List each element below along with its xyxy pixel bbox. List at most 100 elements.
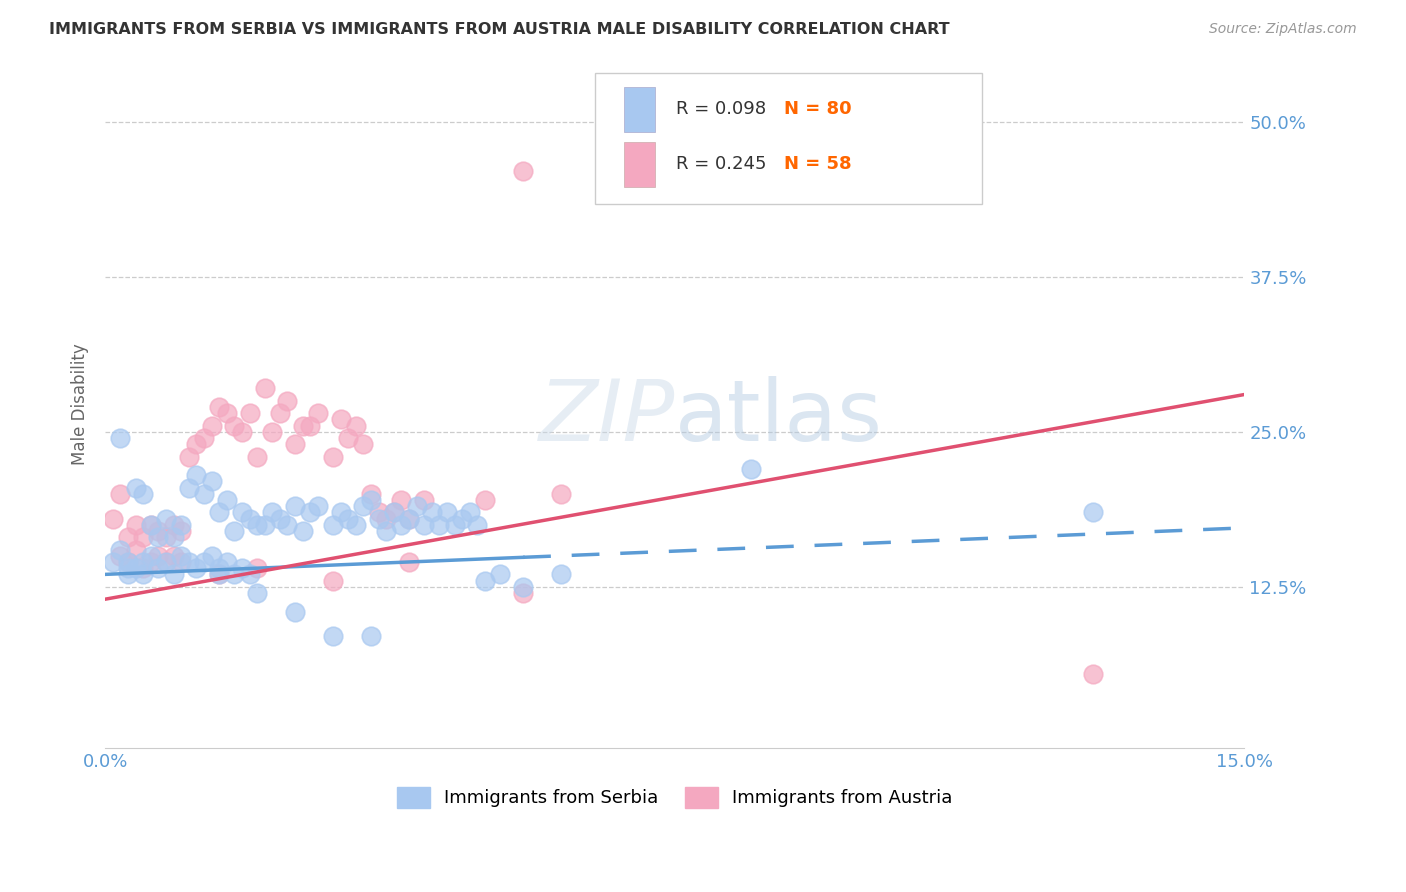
Point [117, 555, 139, 569]
Point [231, 561, 253, 575]
Point [110, 549, 132, 563]
Point [124, 542, 146, 557]
Point [139, 517, 162, 532]
Point [155, 511, 177, 525]
Point [208, 561, 231, 575]
Point [215, 492, 238, 507]
Point [329, 412, 352, 426]
Point [443, 517, 465, 532]
Point [224, 524, 246, 538]
Point [246, 586, 269, 600]
Point [405, 499, 427, 513]
Point [360, 487, 382, 501]
Point [101, 511, 124, 525]
Point [162, 517, 184, 532]
Point [124, 481, 146, 495]
Point [177, 555, 200, 569]
Point [322, 629, 344, 643]
Point [413, 517, 436, 532]
Point [360, 492, 382, 507]
Point [389, 492, 412, 507]
Point [200, 549, 222, 563]
Text: atlas: atlas [675, 376, 883, 459]
Point [148, 549, 170, 563]
Point [117, 567, 139, 582]
Point [193, 555, 215, 569]
Point [467, 517, 489, 532]
Point [208, 567, 231, 582]
Point [162, 567, 184, 582]
Point [139, 555, 162, 569]
Point [170, 517, 193, 532]
Point [110, 431, 132, 445]
Point [170, 524, 193, 538]
Text: N = 80: N = 80 [785, 100, 852, 118]
Point [238, 406, 260, 420]
Point [284, 437, 307, 451]
Point [398, 511, 420, 525]
Point [246, 450, 269, 464]
Point [262, 425, 284, 439]
Point [246, 517, 269, 532]
Text: Source: ZipAtlas.com: Source: ZipAtlas.com [1209, 22, 1357, 37]
Point [420, 505, 443, 519]
Point [101, 555, 124, 569]
Point [132, 561, 155, 575]
Point [436, 505, 458, 519]
Point [307, 499, 329, 513]
Point [269, 406, 291, 420]
Point [110, 487, 132, 501]
Point [148, 561, 170, 575]
Point [155, 530, 177, 544]
Point [291, 418, 314, 433]
Point [238, 567, 260, 582]
Point [117, 530, 139, 544]
Point [382, 505, 405, 519]
Point [124, 561, 146, 575]
Point [162, 549, 184, 563]
Point [193, 431, 215, 445]
Point [231, 425, 253, 439]
Point [186, 437, 208, 451]
Point [132, 567, 155, 582]
Y-axis label: Male Disability: Male Disability [72, 343, 89, 465]
Point [200, 475, 222, 489]
Point [322, 517, 344, 532]
Point [322, 450, 344, 464]
Point [512, 586, 534, 600]
Point [284, 499, 307, 513]
Point [344, 418, 367, 433]
Point [231, 505, 253, 519]
Point [291, 524, 314, 538]
Point [208, 567, 231, 582]
Point [200, 418, 222, 433]
Text: R = 0.245: R = 0.245 [676, 155, 766, 173]
Point [162, 530, 184, 544]
Point [139, 549, 162, 563]
Point [253, 517, 276, 532]
Text: R = 0.098: R = 0.098 [676, 100, 766, 118]
Point [253, 381, 276, 395]
Text: IMMIGRANTS FROM SERBIA VS IMMIGRANTS FROM AUSTRIA MALE DISABILITY CORRELATION CH: IMMIGRANTS FROM SERBIA VS IMMIGRANTS FRO… [49, 22, 950, 37]
Point [550, 567, 572, 582]
Legend: Immigrants from Serbia, Immigrants from Austria: Immigrants from Serbia, Immigrants from … [389, 780, 960, 814]
Point [186, 561, 208, 575]
Point [474, 492, 496, 507]
Point [193, 487, 215, 501]
Point [360, 629, 382, 643]
Point [215, 406, 238, 420]
Point [299, 418, 322, 433]
Point [398, 511, 420, 525]
Point [740, 462, 762, 476]
Point [117, 555, 139, 569]
Point [246, 561, 269, 575]
Point [224, 418, 246, 433]
Point [458, 505, 481, 519]
Point [155, 555, 177, 569]
Point [177, 481, 200, 495]
Point [1081, 505, 1104, 519]
Point [208, 400, 231, 414]
Point [238, 511, 260, 525]
Point [429, 517, 451, 532]
Point [329, 505, 352, 519]
